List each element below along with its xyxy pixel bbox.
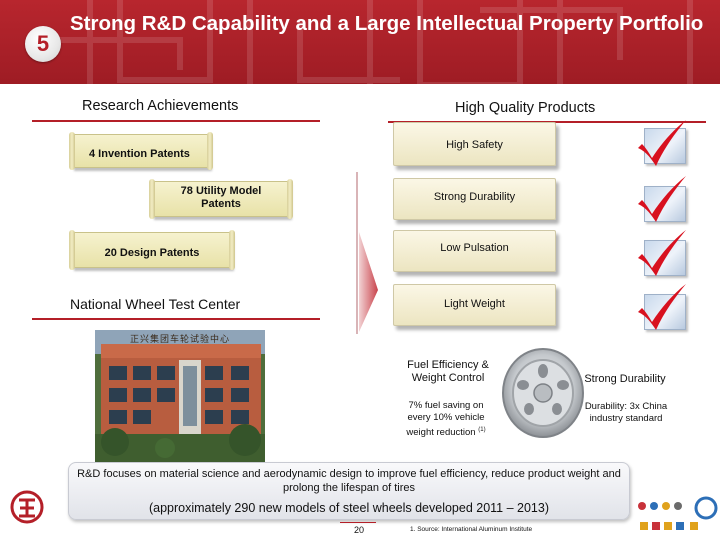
wheel-icon <box>502 348 584 438</box>
test-center-underline <box>32 318 320 320</box>
quality-box-pulsation: Low Pulsation <box>393 230 556 272</box>
patent-label-design: 20 Design Patents <box>104 247 200 259</box>
quality-box-safety: High Safety <box>393 122 556 166</box>
quality-box-durability: Strong Durability <box>393 178 556 220</box>
wheel-right-note: Durability: 3x China industry standard <box>584 401 668 424</box>
slide-title: Strong R&D Capability and a Large Intell… <box>70 12 704 35</box>
quality-label-weight: Light Weight <box>444 298 505 310</box>
banner-subtext: (approximately 290 new models of steel w… <box>148 501 550 515</box>
wheel-left-title: Fuel Efficiency & Weight Control <box>407 359 489 384</box>
quality-label-pulsation: Low Pulsation <box>440 242 509 254</box>
quality-title: High Quality Products <box>455 100 596 116</box>
section-number-badge: 5 <box>25 26 61 62</box>
banner-text: R&D focuses on material science and aero… <box>77 468 621 494</box>
header-bar: 5 Strong R&D Capability and a Large Inte… <box>0 0 720 84</box>
brand-logos-strip <box>636 496 720 536</box>
check-mark-icon <box>638 176 686 222</box>
quality-label-durability: Strong Durability <box>433 191 516 203</box>
building-illustration <box>95 330 265 470</box>
patent-scroll-utility: 78 Utility Model Patents <box>149 179 293 219</box>
quality-underline <box>388 121 706 123</box>
wheel-left-note-text: 7% fuel saving on every 10% vehicle weig… <box>406 400 485 439</box>
patent-label-invention: 4 Invention Patents <box>89 148 190 160</box>
patent-scroll-design: 20 Design Patents <box>69 230 235 270</box>
header-pattern <box>40 0 693 84</box>
page-number-line <box>340 522 376 523</box>
patent-label-utility: 78 Utility Model Patents <box>180 185 262 210</box>
research-underline <box>32 120 320 122</box>
patent-scroll-invention: 4 Invention Patents <box>69 132 213 170</box>
wheel-left-note: 7% fuel saving on every 10% vehicle weig… <box>398 400 494 439</box>
test-center-photo: 正兴集团车轮试验中心 <box>95 330 265 470</box>
quality-label-safety: High Safety <box>446 139 503 151</box>
test-center-title: National Wheel Test Center <box>70 296 241 312</box>
wheel-left-note-footnote-ref: (1) <box>478 427 486 433</box>
building-sign: 正兴集团车轮试验中心 <box>129 335 230 345</box>
footnote: 1. Source: International Aluminum Instit… <box>410 526 533 533</box>
research-title: Research Achievements <box>82 98 239 114</box>
check-mark-icon <box>638 284 686 330</box>
brand-logos-icon <box>638 496 718 530</box>
page-number: 20 <box>354 525 365 535</box>
check-mark-icon <box>638 230 686 276</box>
divider-arrow <box>356 172 378 334</box>
check-mark-icon <box>638 120 686 166</box>
wheel-right-title: Strong Durability <box>584 373 666 385</box>
quality-box-weight: Light Weight <box>393 284 556 326</box>
company-logo-icon <box>10 490 44 524</box>
rd-focus-banner: R&D focuses on material science and aero… <box>68 462 630 520</box>
